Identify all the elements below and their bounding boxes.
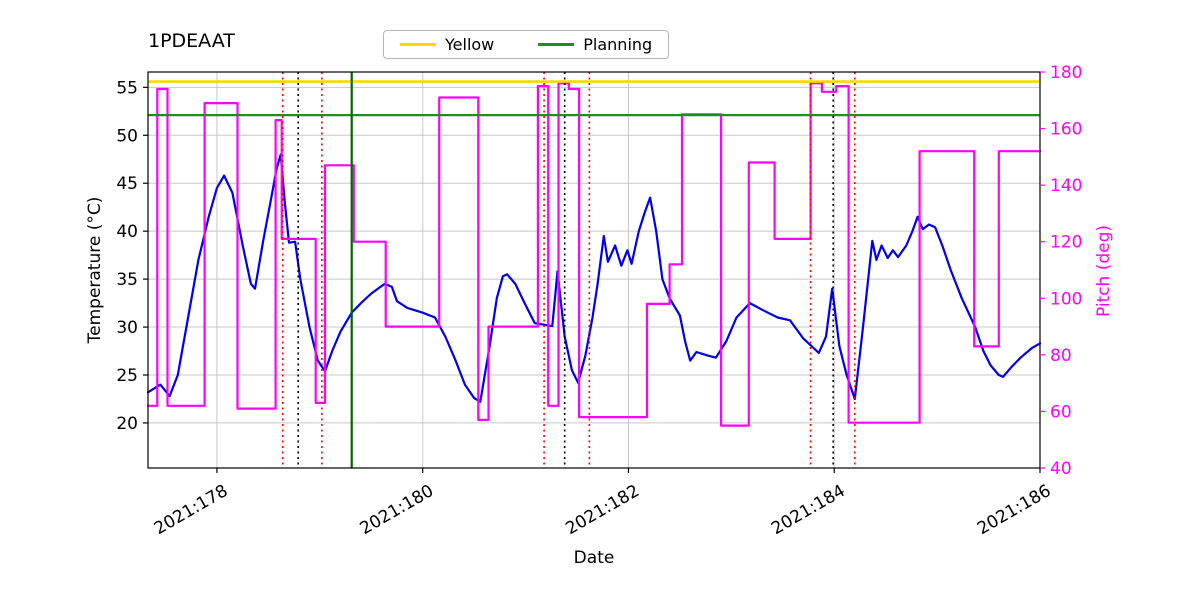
y-right-tick-label: 80 xyxy=(1050,346,1072,366)
y-right-tick-label: 140 xyxy=(1050,176,1082,196)
planning-line-swatch-icon xyxy=(538,43,575,46)
y-right-tick-label: 160 xyxy=(1050,120,1082,140)
y-left-tick-label: 50 xyxy=(116,126,138,146)
y-left-tick-label: 25 xyxy=(116,366,138,386)
chart-title: 1PDEAAT xyxy=(148,30,235,52)
x-axis-label: Date xyxy=(573,548,615,568)
series-temperature xyxy=(146,153,1042,403)
x-tick-label: 2021:186 xyxy=(974,481,1055,539)
y-right-tick-label: 100 xyxy=(1050,289,1082,309)
y-axis-label-right: Pitch (deg) xyxy=(1094,224,1114,318)
y-axis-label-left: Temperature (°C) xyxy=(85,196,105,344)
y-left-tick-label: 40 xyxy=(116,222,138,242)
legend-label-yellow: Yellow xyxy=(445,35,495,54)
axes-spines xyxy=(147,71,1041,469)
x-tick-label: 2021:180 xyxy=(357,481,438,539)
x-tick-label: 2021:178 xyxy=(151,481,232,539)
y-left-tick-label: 45 xyxy=(116,174,138,194)
yellow-line-swatch-icon xyxy=(400,43,436,46)
legend: Yellow Planning xyxy=(383,30,670,59)
legend-item-planning: Planning xyxy=(538,35,652,54)
y-right-tick-label: 180 xyxy=(1050,63,1082,83)
y-left-tick-label: 20 xyxy=(116,414,138,434)
y-left-tick-label: 30 xyxy=(116,318,138,338)
x-tick-label: 2021:184 xyxy=(768,481,849,539)
legend-label-planning: Planning xyxy=(583,35,653,54)
y-right-tick-label: 60 xyxy=(1050,402,1072,422)
series-pitch xyxy=(146,82,1042,427)
y-left-tick-label: 55 xyxy=(116,78,138,98)
x-tick-label: 2021:182 xyxy=(562,481,643,539)
y-right-tick-label: 40 xyxy=(1050,459,1072,479)
y-left-tick-label: 35 xyxy=(116,270,138,290)
legend-item-yellow: Yellow xyxy=(400,35,494,54)
y-right-tick-label: 120 xyxy=(1050,233,1082,253)
